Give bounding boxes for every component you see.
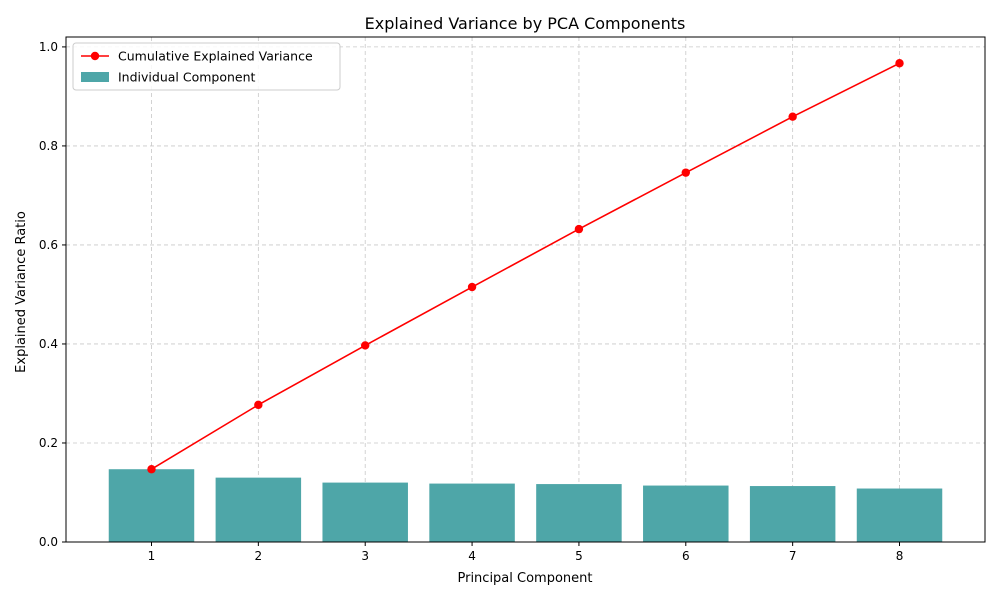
legend-bar-swatch — [81, 72, 109, 82]
x-tick-label: 7 — [789, 549, 797, 563]
bar-series — [108, 469, 943, 542]
y-tick-label: 0.8 — [39, 139, 58, 153]
line-point — [895, 59, 904, 68]
line-series — [147, 59, 904, 474]
x-tick-label: 1 — [148, 549, 156, 563]
legend: Cumulative Explained Variance Individual … — [72, 42, 341, 91]
bar — [215, 477, 302, 542]
line-point — [681, 168, 690, 177]
bar — [322, 482, 408, 542]
x-tick-label: 5 — [575, 549, 583, 563]
bar — [643, 485, 729, 542]
line-point — [361, 341, 370, 350]
y-tick-label: 0.0 — [39, 535, 58, 549]
line-point — [254, 400, 263, 410]
line-point — [147, 465, 156, 474]
line-point — [467, 282, 477, 292]
legend-label-cumulative: Cumulative Explained Variance — [118, 49, 313, 64]
bar — [749, 486, 836, 542]
y-tick-label: 1.0 — [39, 40, 58, 54]
legend-box — [72, 42, 341, 91]
bar — [856, 488, 943, 542]
legend-marker-swatch — [90, 51, 100, 61]
x-tick-label: 2 — [255, 549, 263, 563]
bar — [108, 469, 195, 542]
x-tick-label: 6 — [682, 549, 690, 563]
y-axis-title: Explained Variance Ratio — [14, 211, 29, 373]
chart-title: Explained Variance by PCA Components — [365, 14, 686, 33]
x-axis-ticks: 1 2 3 4 5 6 7 8 — [148, 542, 904, 563]
legend-label-individual: Individual Component — [118, 70, 256, 85]
line-point — [574, 224, 584, 234]
y-tick-label: 0.6 — [39, 238, 58, 252]
bar — [429, 483, 515, 542]
x-tick-label: 8 — [896, 549, 904, 563]
cumulative-line — [151, 62, 900, 470]
y-axis-ticks: 0.0 0.2 0.4 0.6 0.8 1.0 — [39, 40, 66, 549]
x-tick-label: 3 — [361, 549, 369, 563]
line-point — [788, 112, 797, 121]
plot-frame — [65, 36, 986, 543]
plot-area-border — [65, 36, 986, 543]
y-tick-label: 0.4 — [39, 337, 58, 351]
bar — [536, 484, 622, 542]
grid-lines — [66, 37, 985, 543]
y-tick-label: 0.2 — [39, 436, 58, 450]
x-axis-title: Principal Component — [457, 571, 592, 586]
x-tick-label: 4 — [468, 549, 476, 563]
